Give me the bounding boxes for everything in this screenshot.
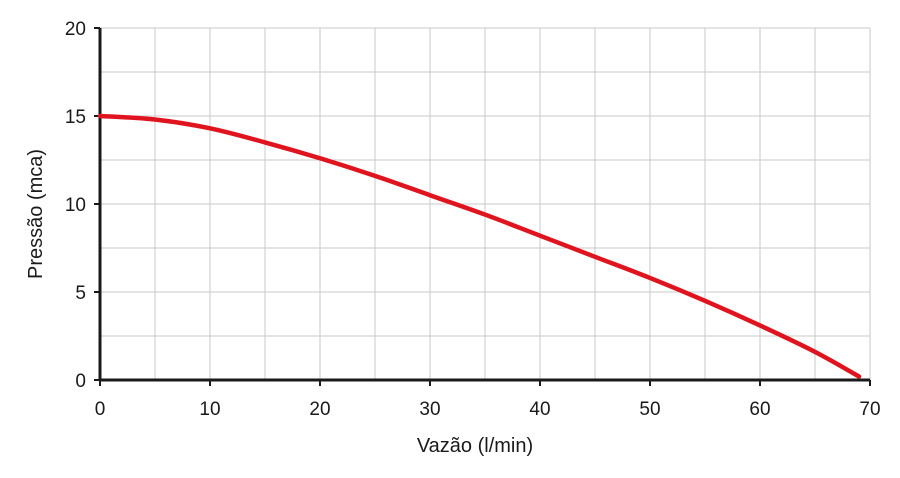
x-axis-title: Vazão (l/min) — [417, 435, 533, 457]
y-tick-label: 5 — [75, 283, 86, 304]
series-line — [97, 113, 862, 379]
x-tick-label: 40 — [529, 399, 550, 420]
series — [97, 113, 862, 379]
y-tick-label: 20 — [65, 19, 86, 40]
x-tick-label: 20 — [309, 399, 330, 420]
x-tick-label: 70 — [859, 399, 880, 420]
ticks: 0 10 20 30 40 50 60 70 0 5 10 15 20 — [65, 19, 881, 420]
y-tick-label: 15 — [65, 107, 86, 128]
y-tick-label: 10 — [65, 195, 86, 216]
x-tick-label: 50 — [639, 399, 660, 420]
x-tick-label: 30 — [419, 399, 440, 420]
x-tick-label: 60 — [749, 399, 770, 420]
grid — [100, 27, 871, 380]
x-tick-label: 0 — [95, 399, 106, 420]
y-axis-title: Pressão (mca) — [25, 149, 47, 279]
x-tick-label: 10 — [199, 399, 220, 420]
y-tick-label: 0 — [75, 371, 86, 392]
